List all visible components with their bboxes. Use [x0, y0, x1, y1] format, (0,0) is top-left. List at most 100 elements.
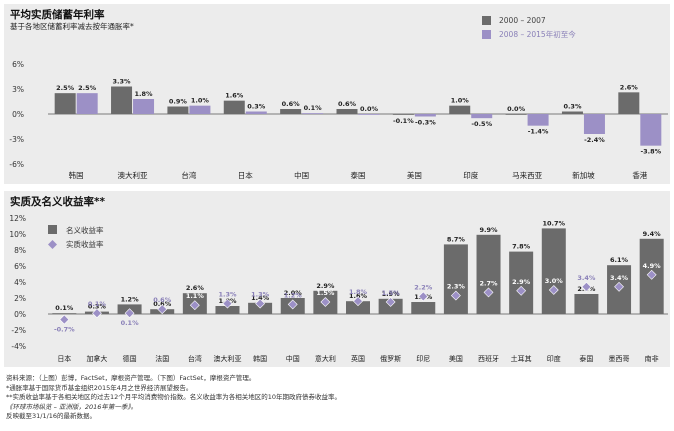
chart-panel-real-savings: 平均实质储蓄年利率 基于各地区储蓄利率减去按年通胀率* 2000 – 2007 …: [4, 4, 670, 184]
bar-2000-2007: [336, 109, 358, 114]
x-tick-label: 澳大利亚: [213, 354, 241, 363]
x-tick-label: 俄罗斯: [380, 354, 401, 363]
legend-label: 2000 – 2007: [499, 15, 546, 25]
x-tick-label: 韩国: [253, 354, 267, 363]
bar-2008-2015: [583, 114, 605, 134]
legend-item-2008-2015: 2008 – 2015年初至今: [482, 27, 576, 41]
x-tick-label: 南非: [645, 354, 659, 363]
data-label-real: 3.4%: [577, 274, 596, 282]
x-tick-label: 香港: [632, 170, 647, 180]
x-tick-label: 土耳其: [511, 354, 532, 363]
bar-2008-2015: [189, 105, 211, 114]
bar-2008-2015: [133, 99, 155, 114]
bar-nominal-yield: [411, 302, 436, 314]
x-tick-label: 法国: [155, 354, 169, 363]
data-label-nominal: 8.7%: [447, 235, 466, 243]
data-label: -3.8%: [640, 148, 661, 156]
data-label: 0.3%: [247, 103, 266, 111]
y-tick-label: 2%: [14, 294, 26, 303]
x-tick-label: 泰国: [579, 354, 593, 363]
bar-nominal-yield: [443, 244, 468, 314]
data-label-real: 3.0%: [545, 277, 564, 285]
bar-2008-2015: [245, 111, 267, 114]
data-label: 3.3%: [113, 78, 132, 86]
x-tick-label: 美国: [407, 170, 422, 180]
y-tick-label: -6%: [9, 160, 24, 169]
x-tick-label: 西班牙: [478, 354, 499, 363]
bar-2000-2007: [561, 111, 583, 114]
bar-nominal-yield: [215, 306, 240, 314]
bar-2000-2007: [618, 92, 640, 114]
y-tick-label: 10%: [9, 230, 26, 239]
legend-swatch-dark: [482, 15, 491, 25]
x-tick-label: 日本: [57, 354, 71, 363]
data-label-real: 2.3%: [447, 283, 466, 291]
footnote: **实质收益率基于各相关地区的过去12个月平均消费物价指数。名义收益率为各相关地…: [6, 393, 342, 402]
legend-diamond-real: [48, 240, 57, 249]
bar-nominal-yield: [574, 294, 599, 314]
diamond-real-yield: [483, 287, 494, 298]
x-tick-label: 泰国: [351, 170, 366, 180]
legend-label: 2008 – 2015年初至今: [499, 29, 576, 39]
data-label: 0.0%: [360, 105, 379, 113]
data-label-real: 2.7%: [480, 279, 499, 287]
data-label: -0.5%: [471, 120, 492, 128]
bar-2000-2007: [505, 114, 527, 115]
chart-title: 实质及名义收益率**: [10, 196, 105, 208]
data-label: 0.6%: [282, 100, 301, 108]
y-tick-label: 8%: [14, 246, 26, 255]
data-label-nominal: 7.8%: [512, 243, 531, 251]
y-tick-label: -3%: [9, 135, 24, 144]
bar-nominal-yield: [346, 301, 370, 314]
x-tick-label: 加拿大: [86, 354, 107, 363]
bar-2000-2007: [392, 114, 414, 115]
legend-swatch-purple: [482, 29, 491, 39]
x-tick-label: 韩国: [69, 170, 84, 180]
bar-2008-2015: [358, 114, 380, 115]
chart-subtitle: 基于各地区储蓄利率减去按年通胀率*: [10, 22, 134, 31]
diamond-real-yield: [287, 299, 298, 310]
bar-nominal-yield: [509, 251, 534, 314]
diamond-real-yield: [548, 285, 559, 295]
data-label: 0.1%: [304, 104, 323, 112]
data-label-real: 4.9%: [643, 262, 662, 270]
bar-2000-2007: [449, 105, 471, 114]
data-label: 1.6%: [225, 92, 244, 100]
x-tick-label: 马来西亚: [512, 171, 542, 180]
data-label-nominal: 0.6%: [153, 300, 172, 308]
bar-2008-2015: [640, 114, 662, 146]
bar-2008-2015: [471, 114, 493, 119]
data-label: 0.6%: [338, 100, 357, 108]
diamond-real-yield: [124, 308, 135, 319]
footnote: *通胀率基于国际货币基金组织2015年4月之世界经济展望报告。: [6, 383, 193, 392]
x-tick-label: 墨西哥: [609, 355, 630, 363]
chart-panel-yields: 实质及名义收益率** 12% 10% 8% 6% 4% 2% 0% -2% -4% 名义收益率 实质…: [4, 191, 670, 367]
diamond-real-yield: [59, 314, 70, 325]
data-label-nominal: 2.6%: [186, 284, 205, 292]
source-notes: 资料来源：（上图）彭博，FactSet，摩根资产管理。（下图）FactSet，摩…: [6, 374, 666, 422]
bar-2000-2007: [111, 86, 133, 114]
x-tick-label: 印度: [547, 354, 561, 363]
bar-2000-2007: [280, 109, 302, 114]
bar-nominal-yield: [52, 313, 77, 314]
diamond-real-yield: [92, 308, 102, 319]
y-tick-label: 0%: [12, 110, 24, 119]
diamond-real-yield: [320, 297, 331, 307]
footnote: 《环球市场纵览 – 亚洲版，2016年第一季》。: [6, 402, 138, 411]
data-label: 1.0%: [451, 97, 470, 105]
diamond-real-yield: [157, 304, 168, 315]
data-label: 1.0%: [191, 97, 210, 105]
data-label-real: 1.1%: [186, 292, 205, 300]
bar-2000-2007: [223, 100, 245, 114]
footnote: 资料来源：（上图）彭博，FactSet，摩根资产管理。（下图）FactSet，摩…: [6, 374, 256, 382]
x-tick-label: 中国: [294, 170, 309, 180]
data-label-real: 2.9%: [512, 278, 531, 286]
bar-2000-2007: [167, 106, 189, 114]
x-tick-label: 意大利: [315, 354, 336, 363]
data-label: 2.6%: [620, 83, 639, 91]
footnote: 反映截至31/1/16的最新数据。: [6, 412, 97, 421]
chart-title: 平均实质储蓄年利率: [10, 9, 105, 21]
x-tick-label: 英国: [351, 354, 365, 363]
data-label-nominal: 1.4%: [251, 294, 270, 302]
